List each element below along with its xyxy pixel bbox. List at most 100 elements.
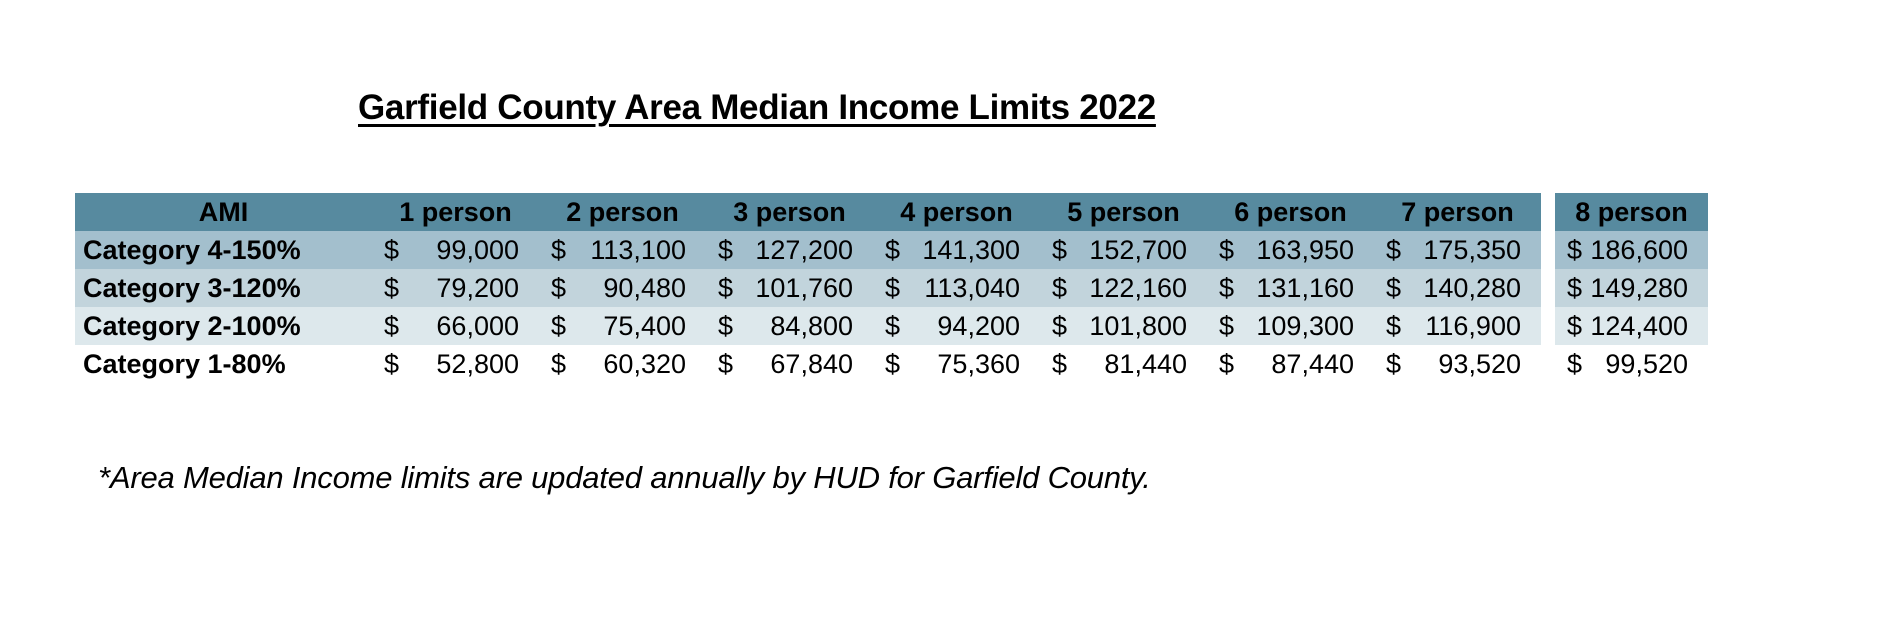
currency-symbol: $	[885, 310, 901, 341]
amount: 109,300	[1256, 310, 1354, 341]
income-limits-table: AMI 1 person 2 person 3 person 4 person 5 per…	[75, 193, 1708, 383]
value-cell: $99,000	[372, 231, 539, 269]
value-cell: $109,300	[1207, 307, 1374, 345]
amount: 113,100	[590, 234, 686, 265]
footnote: *Area Median Income limits are updated a…	[98, 460, 1151, 495]
amount: 67,840	[770, 348, 853, 379]
header-cell-5-person: 5 person	[1067, 196, 1180, 227]
currency-symbol: $	[551, 234, 567, 265]
amount: 99,520	[1605, 348, 1688, 379]
header-cell-3-person: 3 person	[733, 196, 846, 227]
currency-symbol: $	[1567, 272, 1583, 303]
amount: 141,300	[922, 234, 1020, 265]
value-cell: $101,760	[706, 269, 873, 307]
amount: 124,400	[1590, 310, 1688, 341]
value-cell: $116,900	[1374, 307, 1541, 345]
value-cell: $141,300	[873, 231, 1040, 269]
row-label: Category 4-150%	[83, 234, 301, 265]
header-cell-8-person: 8 person	[1541, 193, 1708, 231]
value-cell: $99,520	[1541, 345, 1708, 383]
value-cell: $93,520	[1374, 345, 1541, 383]
currency-symbol: $	[1219, 234, 1235, 265]
currency-symbol: $	[718, 272, 734, 303]
amount: 90,480	[603, 272, 686, 303]
amount: 75,400	[603, 310, 686, 341]
value-cell: $84,800	[706, 307, 873, 345]
value-cell: $87,440	[1207, 345, 1374, 383]
currency-symbol: $	[885, 272, 901, 303]
value-cell: $101,800	[1040, 307, 1207, 345]
value-cell: $186,600	[1541, 231, 1708, 269]
currency-symbol: $	[1052, 310, 1068, 341]
value-cell: $140,280	[1374, 269, 1541, 307]
page-title: Garfield County Area Median Income Limit…	[358, 88, 1156, 127]
amount: 101,800	[1089, 310, 1187, 341]
currency-symbol: $	[1567, 348, 1583, 379]
value-cell: $163,950	[1207, 231, 1374, 269]
header-cell-6-person: 6 person	[1234, 196, 1347, 227]
currency-symbol: $	[1386, 310, 1402, 341]
value-cell: $60,320	[539, 345, 706, 383]
amount: 75,360	[937, 348, 1020, 379]
value-cell: $113,040	[873, 269, 1040, 307]
row-label: Category 3-120%	[83, 272, 301, 303]
currency-symbol: $	[718, 348, 734, 379]
row-label: Category 1-80%	[83, 348, 286, 379]
header-cell-1-person: 1 person	[399, 196, 512, 227]
value-cell: $81,440	[1040, 345, 1207, 383]
header-cell-4-person: 4 person	[900, 196, 1013, 227]
currency-symbol: $	[1386, 348, 1402, 379]
currency-symbol: $	[885, 348, 901, 379]
value-cell: $79,200	[372, 269, 539, 307]
amount: 79,200	[436, 272, 519, 303]
amount: 66,000	[436, 310, 519, 341]
currency-symbol: $	[1386, 272, 1402, 303]
value-cell: $52,800	[372, 345, 539, 383]
currency-symbol: $	[384, 310, 400, 341]
value-cell: $127,200	[706, 231, 873, 269]
value-cell: $90,480	[539, 269, 706, 307]
amount: 60,320	[603, 348, 686, 379]
table-row: Category 1-80% $52,800 $60,320 $67,840 $75,3…	[75, 345, 1708, 383]
currency-symbol: $	[718, 234, 734, 265]
currency-symbol: $	[718, 310, 734, 341]
currency-symbol: $	[384, 272, 400, 303]
value-cell: $75,360	[873, 345, 1040, 383]
row-label: Category 2-100%	[83, 310, 301, 341]
table-row: Category 4-150% $99,000 $113,100 $127,200 $1…	[75, 231, 1708, 269]
amount: 84,800	[770, 310, 853, 341]
table-body: Category 4-150% $99,000 $113,100 $127,200 $1…	[75, 231, 1708, 383]
amount: 152,700	[1089, 234, 1187, 265]
value-cell: $66,000	[372, 307, 539, 345]
amount: 175,350	[1423, 234, 1521, 265]
currency-symbol: $	[1386, 234, 1402, 265]
value-cell: $175,350	[1374, 231, 1541, 269]
amount: 163,950	[1256, 234, 1354, 265]
amount: 186,600	[1590, 234, 1688, 265]
value-cell: $67,840	[706, 345, 873, 383]
currency-symbol: $	[551, 310, 567, 341]
amount: 93,520	[1438, 348, 1521, 379]
amount: 113,040	[924, 272, 1020, 303]
table-header-row: AMI 1 person 2 person 3 person 4 person 5 per…	[75, 193, 1708, 231]
amount: 101,760	[755, 272, 853, 303]
currency-symbol: $	[1052, 348, 1068, 379]
currency-symbol: $	[1219, 272, 1235, 303]
value-cell: $122,160	[1040, 269, 1207, 307]
currency-symbol: $	[885, 234, 901, 265]
amount: 131,160	[1256, 272, 1354, 303]
currency-symbol: $	[384, 348, 400, 379]
currency-symbol: $	[551, 348, 567, 379]
currency-symbol: $	[1052, 272, 1068, 303]
currency-symbol: $	[1219, 310, 1235, 341]
amount: 94,200	[937, 310, 1020, 341]
table-row: Category 3-120% $79,200 $90,480 $101,760 $11…	[75, 269, 1708, 307]
value-cell: $75,400	[539, 307, 706, 345]
currency-symbol: $	[1052, 234, 1068, 265]
amount: 87,440	[1271, 348, 1354, 379]
value-cell: $131,160	[1207, 269, 1374, 307]
amount: 127,200	[755, 234, 853, 265]
amount: 52,800	[436, 348, 519, 379]
currency-symbol: $	[551, 272, 567, 303]
amount: 81,440	[1104, 348, 1187, 379]
